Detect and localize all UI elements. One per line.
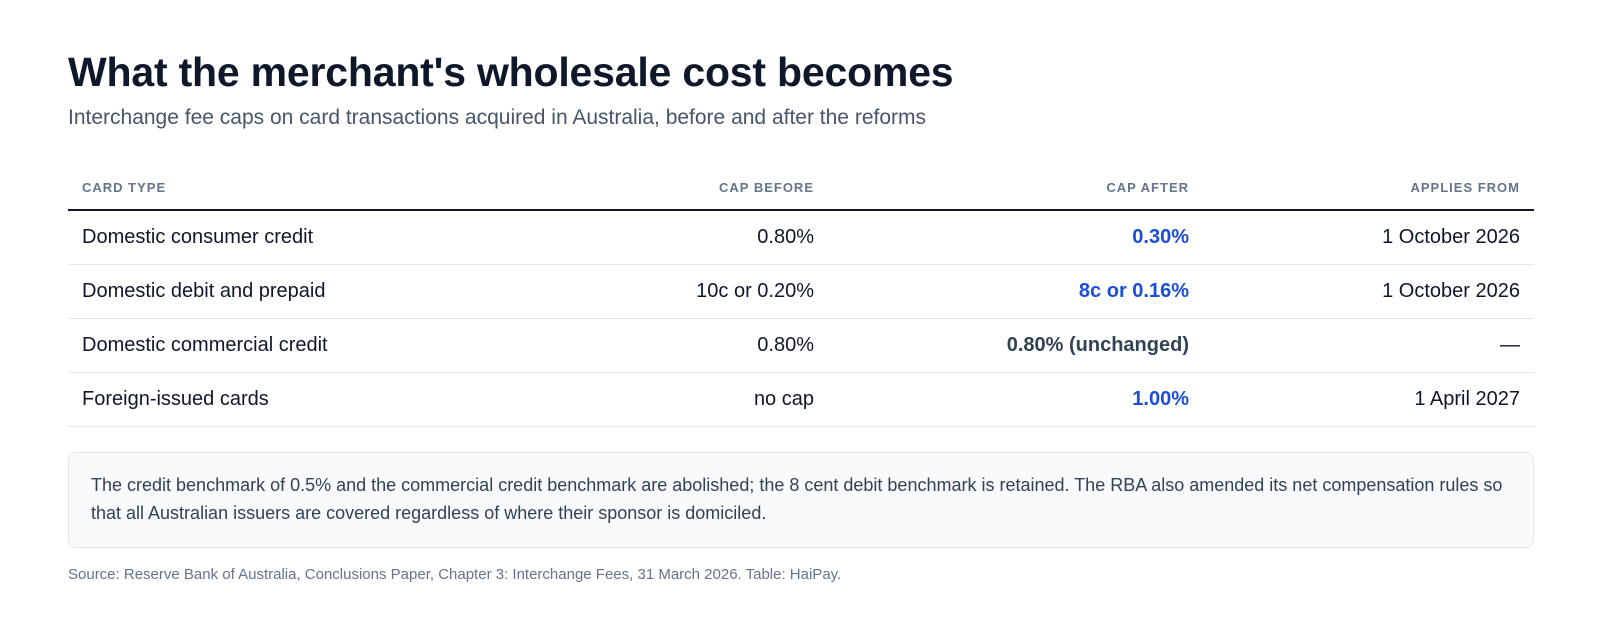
cell-cap-before: 0.80% bbox=[508, 210, 828, 265]
benchmark-note: The credit benchmark of 0.5% and the com… bbox=[68, 452, 1534, 548]
cell-cap-before: no cap bbox=[508, 372, 828, 427]
interchange-table: CARD TYPE CAP BEFORE CAP AFTER APPLIES F… bbox=[68, 166, 1534, 427]
page-title: What the merchant's wholesale cost becom… bbox=[68, 49, 954, 95]
cell-applies-from: 1 October 2026 bbox=[1203, 210, 1534, 265]
cell-cap-after: 0.30% bbox=[828, 210, 1203, 265]
cell-applies-from: 1 April 2027 bbox=[1203, 372, 1534, 427]
header-cap-after: CAP AFTER bbox=[828, 166, 1203, 211]
table-row: Domestic commercial credit 0.80% 0.80% (… bbox=[68, 318, 1534, 373]
cell-cap-before: 10c or 0.20% bbox=[508, 264, 828, 319]
table-row: Domestic consumer credit 0.80% 0.30% 1 O… bbox=[68, 210, 1534, 265]
source-caption: Source: Reserve Bank of Australia, Concl… bbox=[68, 566, 842, 583]
header-cap-before: CAP BEFORE bbox=[508, 166, 828, 211]
table-row: Domestic debit and prepaid 10c or 0.20% … bbox=[68, 264, 1534, 319]
table-header-row: CARD TYPE CAP BEFORE CAP AFTER APPLIES F… bbox=[68, 166, 1534, 211]
cell-card-type: Foreign-issued cards bbox=[68, 372, 508, 427]
table-row: Foreign-issued cards no cap 1.00% 1 Apri… bbox=[68, 372, 1534, 427]
cell-card-type: Domestic commercial credit bbox=[68, 318, 508, 373]
header-applies-from: APPLIES FROM bbox=[1203, 166, 1534, 211]
cell-cap-before: 0.80% bbox=[508, 318, 828, 373]
header-card-type: CARD TYPE bbox=[68, 166, 508, 211]
cell-card-type: Domestic consumer credit bbox=[68, 210, 508, 265]
content: What the merchant's wholesale cost becom… bbox=[68, 46, 1534, 583]
cell-applies-from: — bbox=[1203, 318, 1534, 373]
page-subtitle: Interchange fee caps on card transaction… bbox=[68, 106, 926, 129]
cell-cap-after: 1.00% bbox=[828, 372, 1203, 427]
cell-applies-from: 1 October 2026 bbox=[1203, 264, 1534, 319]
cell-cap-after: 0.80% (unchanged) bbox=[828, 318, 1203, 373]
cell-card-type: Domestic debit and prepaid bbox=[68, 264, 508, 319]
cell-cap-after: 8c or 0.16% bbox=[828, 264, 1203, 319]
